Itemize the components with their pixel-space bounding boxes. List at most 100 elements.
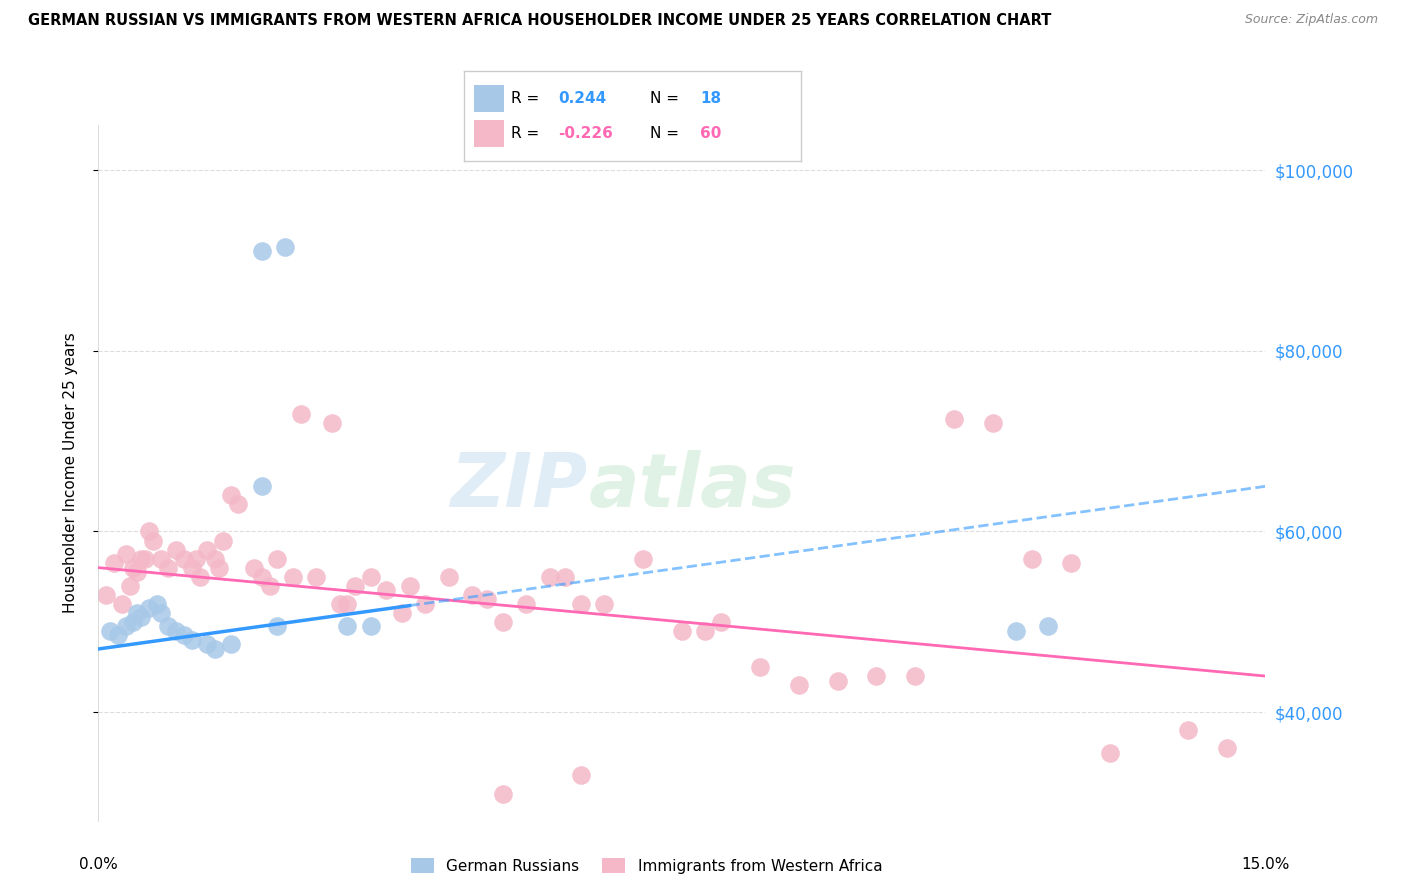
Point: [114, 619, 136, 633]
Text: GERMAN RUSSIAN VS IMMIGRANTS FROM WESTERN AFRICA HOUSEHOLDER INCOME UNDER 25 YEA: GERMAN RUSSIAN VS IMMIGRANTS FROM WESTER…: [28, 13, 1052, 29]
Point: [118, 579, 141, 593]
Text: -0.226: -0.226: [558, 127, 613, 141]
Text: R =: R =: [512, 91, 540, 105]
Point: [250, 244, 273, 259]
Point: [281, 569, 304, 583]
Point: [569, 597, 592, 611]
Point: [212, 533, 235, 548]
Point: [398, 579, 420, 593]
Point: [188, 569, 211, 583]
Point: [250, 479, 273, 493]
Point: [827, 673, 849, 688]
Point: [904, 669, 927, 683]
Point: [360, 569, 382, 583]
Point: [1098, 746, 1121, 760]
Point: [122, 560, 145, 574]
Point: [107, 628, 129, 642]
Text: R =: R =: [512, 127, 540, 141]
Point: [492, 787, 515, 801]
Point: [98, 624, 121, 638]
Point: [1177, 723, 1199, 738]
Point: [157, 560, 180, 574]
Point: [943, 411, 966, 425]
Point: [631, 551, 654, 566]
Text: 18: 18: [700, 91, 721, 105]
Text: 60: 60: [700, 127, 721, 141]
Point: [157, 619, 180, 633]
Point: [329, 597, 352, 611]
Point: [165, 624, 187, 638]
Point: [375, 583, 398, 598]
Point: [127, 606, 149, 620]
Point: [710, 615, 733, 629]
Point: [748, 660, 770, 674]
Point: [515, 597, 537, 611]
Point: [554, 569, 576, 583]
Point: [787, 678, 810, 692]
Point: [1021, 551, 1043, 566]
Point: [165, 542, 187, 557]
Point: [274, 240, 297, 254]
Point: [259, 579, 281, 593]
Text: 0.0%: 0.0%: [79, 857, 118, 871]
Point: [204, 642, 226, 657]
Point: [127, 565, 149, 579]
Point: [477, 592, 499, 607]
Point: [336, 597, 359, 611]
Point: [1005, 624, 1028, 638]
Text: 15.0%: 15.0%: [1241, 857, 1289, 871]
Point: [336, 619, 359, 633]
Point: [134, 551, 156, 566]
Point: [149, 551, 172, 566]
Point: [173, 628, 195, 642]
Point: [391, 606, 413, 620]
Point: [173, 551, 195, 566]
Legend: German Russians, Immigrants from Western Africa: German Russians, Immigrants from Western…: [405, 852, 889, 880]
Point: [865, 669, 887, 683]
Point: [103, 556, 125, 570]
Text: 0.244: 0.244: [558, 91, 607, 105]
Point: [266, 551, 288, 566]
Point: [290, 407, 312, 421]
Point: [981, 416, 1004, 430]
Point: [360, 619, 382, 633]
Point: [321, 416, 343, 430]
Point: [228, 497, 250, 511]
Text: atlas: atlas: [589, 450, 796, 524]
Point: [413, 597, 436, 611]
Bar: [474, 120, 505, 147]
Text: Source: ZipAtlas.com: Source: ZipAtlas.com: [1244, 13, 1378, 27]
Point: [461, 588, 484, 602]
Point: [1215, 741, 1237, 756]
Point: [569, 768, 592, 782]
Point: [204, 551, 226, 566]
Point: [122, 615, 145, 629]
Text: ZIP: ZIP: [451, 450, 589, 524]
Point: [243, 560, 266, 574]
Y-axis label: Householder Income Under 25 years: Householder Income Under 25 years: [63, 333, 77, 613]
Point: [208, 560, 231, 574]
Point: [129, 610, 152, 624]
Point: [593, 597, 616, 611]
Point: [219, 637, 242, 651]
Point: [344, 579, 367, 593]
Point: [305, 569, 328, 583]
Point: [1060, 556, 1083, 570]
Point: [129, 551, 152, 566]
Point: [538, 569, 561, 583]
Bar: [474, 85, 505, 112]
Point: [138, 601, 160, 615]
Point: [195, 637, 218, 651]
Point: [671, 624, 693, 638]
Point: [138, 524, 160, 539]
Point: [184, 551, 207, 566]
Text: N =: N =: [650, 127, 679, 141]
Point: [695, 624, 717, 638]
Point: [437, 569, 460, 583]
Point: [180, 560, 202, 574]
Text: N =: N =: [650, 91, 679, 105]
Point: [111, 597, 134, 611]
Point: [180, 632, 202, 647]
Point: [219, 488, 242, 502]
Point: [96, 588, 118, 602]
